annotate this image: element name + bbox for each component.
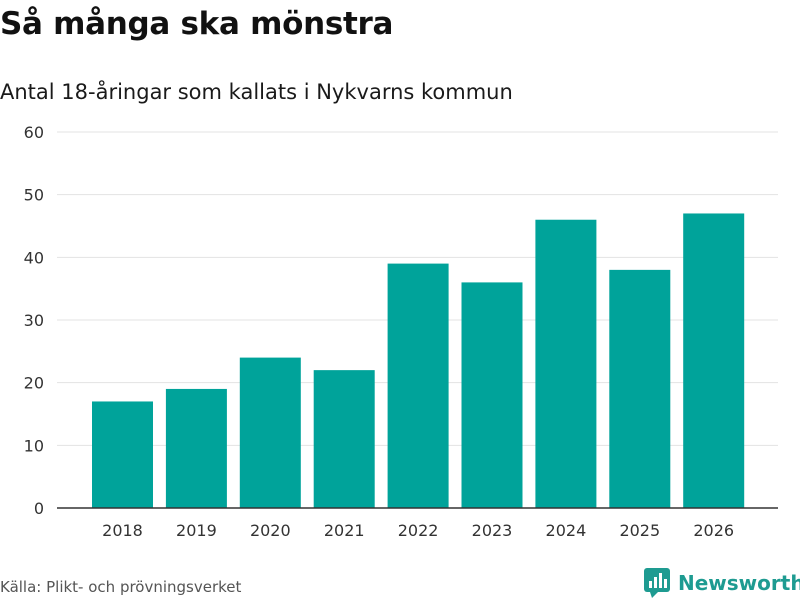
newsworthy-logo-icon <box>644 568 670 598</box>
y-tick-label: 10 <box>24 436 44 455</box>
y-tick-label: 20 <box>24 374 44 393</box>
y-tick-label: 0 <box>34 499 44 518</box>
brand-logo[interactable]: Newsworthy <box>644 568 800 598</box>
y-tick-label: 50 <box>24 186 44 205</box>
bar-2020[interactable] <box>239 357 301 508</box>
x-tick-label: 2019 <box>176 521 217 540</box>
x-tick-label: 2020 <box>250 521 291 540</box>
chart-subtitle: Antal 18-åringar som kallats i Nykvarns … <box>0 80 513 104</box>
x-tick-label: 2023 <box>472 521 513 540</box>
bar-2023[interactable] <box>461 282 523 508</box>
x-tick-label: 2026 <box>693 521 734 540</box>
x-axis-labels: 2018 2019 2020 2021 2022 2023 2024 2025 2026 <box>102 521 734 540</box>
bar-2025[interactable] <box>609 269 671 508</box>
bar-2026[interactable] <box>683 213 745 508</box>
x-tick-label: 2024 <box>546 521 587 540</box>
brand-name: Newsworthy <box>678 571 800 595</box>
chart-title: Så många ska mönstra <box>0 6 394 42</box>
source-note: Källa: Plikt- och prövningsverket <box>0 578 242 596</box>
x-tick-label: 2018 <box>102 521 143 540</box>
y-axis-labels: 0 10 20 30 40 50 60 <box>24 123 44 518</box>
bar-2019[interactable] <box>165 388 227 508</box>
x-tick-label: 2022 <box>398 521 439 540</box>
y-tick-label: 30 <box>24 311 44 330</box>
x-tick-label: 2025 <box>619 521 660 540</box>
y-tick-label: 60 <box>24 123 44 142</box>
y-tick-label: 40 <box>24 248 44 267</box>
bar-2024[interactable] <box>535 219 597 508</box>
x-tick-label: 2021 <box>324 521 365 540</box>
bar-2018[interactable] <box>92 401 153 508</box>
bar-2022[interactable] <box>387 263 449 508</box>
bar-2021[interactable] <box>313 370 375 508</box>
bars <box>92 213 745 508</box>
